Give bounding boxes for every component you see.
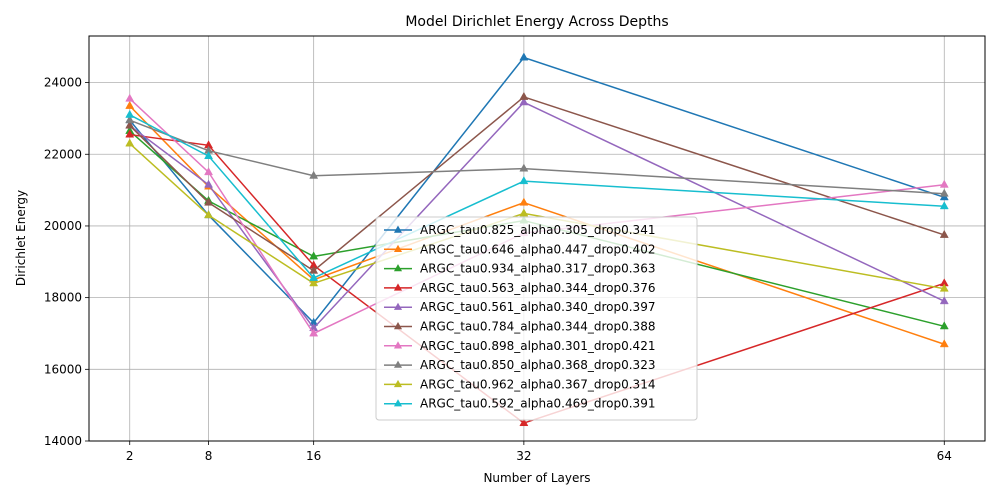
legend-label: ARGC_tau0.934_alpha0.317_drop0.363 — [420, 262, 655, 276]
data-point — [204, 210, 214, 219]
data-point — [519, 208, 529, 217]
x-tick-label: 8 — [205, 449, 213, 463]
data-point — [519, 163, 529, 172]
legend-label: ARGC_tau0.784_alpha0.344_drop0.388 — [420, 320, 655, 334]
data-point — [309, 278, 319, 287]
x-axis-label: Number of Layers — [483, 471, 590, 485]
legend-box — [375, 216, 698, 421]
data-point — [519, 418, 529, 427]
data-point — [939, 321, 949, 330]
legend-marker — [393, 244, 403, 252]
legend-marker — [393, 341, 403, 349]
data-point — [939, 283, 949, 292]
data-point — [939, 339, 949, 348]
data-point — [125, 100, 135, 109]
data-point — [204, 167, 214, 176]
legend-item: ARGC_tau0.646_alpha0.447_drop0.402 — [384, 242, 655, 256]
legend-label: ARGC_tau0.898_alpha0.301_drop0.421 — [420, 339, 655, 353]
legend-label: ARGC_tau0.850_alpha0.368_drop0.323 — [420, 358, 655, 372]
legend-label: ARGC_tau0.561_alpha0.340_drop0.397 — [420, 300, 655, 314]
data-point — [939, 296, 949, 305]
y-tick-label: 14000 — [44, 434, 82, 448]
series-10 — [125, 109, 949, 281]
y-tick-label: 22000 — [44, 147, 82, 161]
legend-label: ARGC_tau0.825_alpha0.305_drop0.341 — [420, 223, 655, 237]
y-tick-label: 16000 — [44, 362, 82, 376]
data-point — [204, 179, 214, 188]
legend-label: ARGC_tau0.563_alpha0.344_drop0.376 — [420, 281, 655, 295]
data-point — [939, 201, 949, 210]
data-point — [519, 197, 529, 206]
data-point — [125, 93, 135, 102]
legend-label: ARGC_tau0.962_alpha0.367_drop0.314 — [420, 377, 655, 391]
series-8 — [125, 115, 949, 197]
legend-item: ARGC_tau0.825_alpha0.305_drop0.341 — [384, 223, 655, 237]
legend-item: ARGC_tau0.784_alpha0.344_drop0.388 — [384, 320, 655, 334]
y-tick-label: 20000 — [44, 219, 82, 233]
plot-frame — [88, 35, 986, 442]
x-axis: 2 8 16 32 64 — [126, 441, 952, 463]
series-6 — [125, 91, 949, 274]
chart-title: Model Dirichlet Energy Across Depths — [405, 14, 668, 30]
data-point — [125, 120, 135, 129]
legend-item: ARGC_tau0.563_alpha0.344_drop0.376 — [384, 281, 655, 295]
data-point — [519, 97, 529, 106]
legend-item: ARGC_tau0.934_alpha0.317_drop0.363 — [384, 262, 655, 276]
data-point — [125, 138, 135, 147]
legend-item: ARGC_tau0.850_alpha0.368_drop0.323 — [384, 358, 655, 372]
legend-marker — [393, 399, 403, 407]
data-point — [939, 229, 949, 238]
data-point — [125, 129, 135, 138]
legend-label: ARGC_tau0.646_alpha0.447_drop0.402 — [420, 242, 655, 256]
y-axis: 14000 16000 18000 20000 22000 24000 — [44, 76, 89, 448]
legend-marker — [393, 225, 403, 233]
data-point — [519, 52, 529, 61]
data-point — [125, 109, 135, 118]
legend-item: ARGC_tau0.962_alpha0.367_drop0.314 — [384, 377, 655, 391]
data-point — [519, 176, 529, 185]
data-point — [309, 328, 319, 337]
legend-marker — [393, 264, 403, 272]
y-axis-label: Dirichlet Energy — [14, 190, 28, 286]
data-point — [309, 272, 319, 281]
data-point — [939, 179, 949, 188]
x-tick-label: 2 — [126, 449, 134, 463]
y-tick-label: 24000 — [44, 76, 82, 90]
data-point — [309, 170, 319, 179]
x-tick-label: 16 — [306, 449, 321, 463]
y-tick-label: 18000 — [44, 291, 82, 305]
legend-marker — [393, 302, 403, 310]
legend-marker — [393, 379, 403, 388]
legend-item: ARGC_tau0.561_alpha0.340_drop0.397 — [384, 300, 655, 314]
data-point — [204, 151, 214, 160]
legend-marker — [393, 283, 403, 291]
data-point — [519, 91, 529, 100]
legend-label: ARGC_tau0.592_alpha0.469_drop0.391 — [420, 397, 655, 411]
legend-marker — [393, 322, 403, 330]
data-point — [309, 251, 319, 260]
data-point — [204, 197, 214, 206]
legend-marker — [393, 360, 403, 368]
x-tick-label: 32 — [516, 449, 531, 463]
legend: ARGC_tau0.825_alpha0.305_drop0.341 ARGC_t… — [375, 216, 698, 421]
data-point — [125, 115, 135, 124]
legend-item: ARGC_tau0.592_alpha0.469_drop0.391 — [384, 397, 655, 411]
data-point — [939, 188, 949, 197]
legend-item: ARGC_tau0.898_alpha0.301_drop0.421 — [384, 339, 655, 353]
x-tick-label: 64 — [937, 449, 952, 463]
